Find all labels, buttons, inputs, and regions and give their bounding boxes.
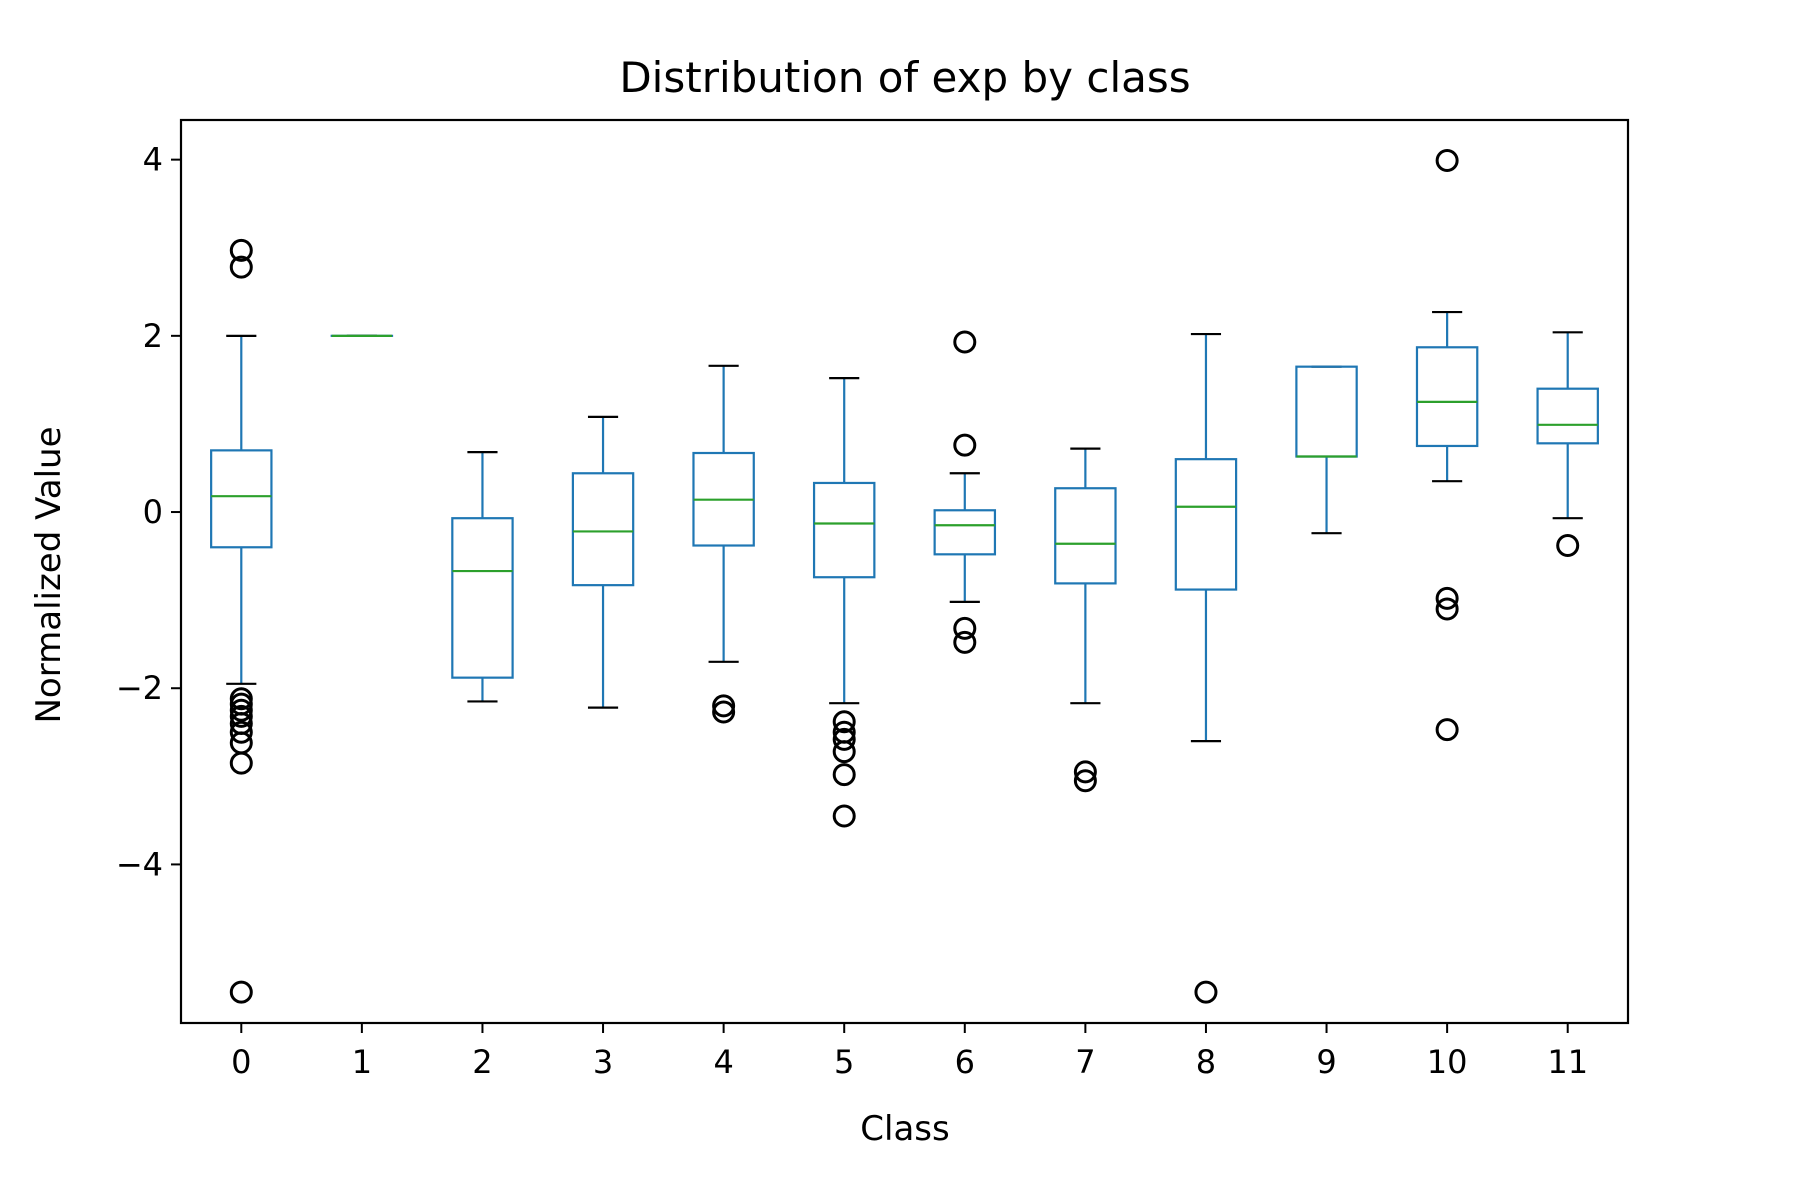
outlier-point: [229, 698, 253, 722]
y-tick-label: 2: [143, 317, 163, 355]
box-class-9: [1295, 365, 1358, 535]
outlier-point: [832, 763, 856, 787]
outlier-point: [953, 330, 977, 354]
outlier-point: [1435, 597, 1459, 621]
iqr-box: [571, 472, 635, 587]
iqr-box: [1174, 458, 1238, 591]
outlier-point: [832, 710, 856, 734]
outlier-point: [229, 980, 253, 1004]
outlier-point: [1435, 149, 1459, 173]
outlier-point: [832, 740, 856, 764]
box-class-3: [571, 415, 635, 709]
x-tick-label: 11: [1547, 1043, 1588, 1081]
iqr-box: [1415, 346, 1479, 448]
box-class-5: [812, 377, 876, 828]
outlier-point: [953, 616, 977, 640]
x-tick-label: 5: [834, 1043, 854, 1081]
outlier-point: [953, 433, 977, 457]
box-class-2: [451, 451, 514, 703]
y-tick-label: 0: [143, 493, 163, 531]
y-tick-label: −2: [116, 669, 163, 707]
outlier-point: [712, 700, 736, 724]
x-tick-label: 4: [713, 1043, 733, 1081]
box-class-8: [1174, 332, 1238, 1004]
x-tick-label: 2: [472, 1043, 492, 1081]
box-class-0: [210, 238, 273, 1004]
y-axis-ticks: 4 2 0 −2 −4: [116, 141, 181, 883]
y-axis-label: Normalized Value: [29, 427, 69, 724]
outlier-point: [229, 751, 253, 775]
axes-frame: [179, 118, 1630, 1025]
outlier-point: [1435, 586, 1459, 610]
box-class-4: [692, 364, 755, 724]
x-axis-ticks: 0 1 2 3 4 5 6 7 8 9 10 11: [231, 1023, 1588, 1081]
box-class-7: [1054, 447, 1117, 793]
outlier-point: [229, 720, 253, 744]
outlier-point: [1073, 760, 1097, 784]
iqr-box: [1295, 365, 1358, 458]
outlier-point: [712, 694, 736, 718]
iqr-box: [451, 517, 514, 679]
box-class-6: [933, 330, 997, 654]
iqr-box: [812, 481, 876, 579]
iqr-box: [210, 449, 273, 549]
x-tick-label: 7: [1075, 1043, 1095, 1081]
chart-title: Distribution of exp by class: [619, 53, 1190, 102]
y-tick-label: 4: [143, 141, 163, 179]
outlier-point: [832, 804, 856, 828]
x-tick-label: 3: [593, 1043, 613, 1081]
x-tick-label: 8: [1196, 1043, 1216, 1081]
outlier-point: [1194, 980, 1218, 1004]
outlier-point: [1435, 718, 1459, 742]
outlier-point: [229, 238, 253, 262]
plot-area: [179, 118, 1630, 1025]
x-tick-label: 1: [352, 1043, 372, 1081]
box-class-11: [1536, 331, 1599, 558]
x-tick-label: 10: [1427, 1043, 1468, 1081]
iqr-box: [933, 509, 997, 556]
x-tick-label: 9: [1316, 1043, 1336, 1081]
y-tick-label: −4: [116, 845, 163, 883]
box-class-10: [1415, 149, 1479, 742]
iqr-box: [1054, 487, 1117, 585]
outlier-point: [832, 727, 856, 751]
x-tick-label: 0: [231, 1043, 251, 1081]
outlier-point: [953, 630, 977, 654]
outlier-point: [1073, 769, 1097, 793]
x-tick-label: 6: [955, 1043, 975, 1081]
x-axis-label: Class: [860, 1109, 949, 1149]
outlier-point: [229, 704, 253, 728]
iqr-box: [1536, 387, 1599, 445]
outlier-point: [1556, 534, 1580, 558]
outlier-point: [229, 255, 253, 279]
